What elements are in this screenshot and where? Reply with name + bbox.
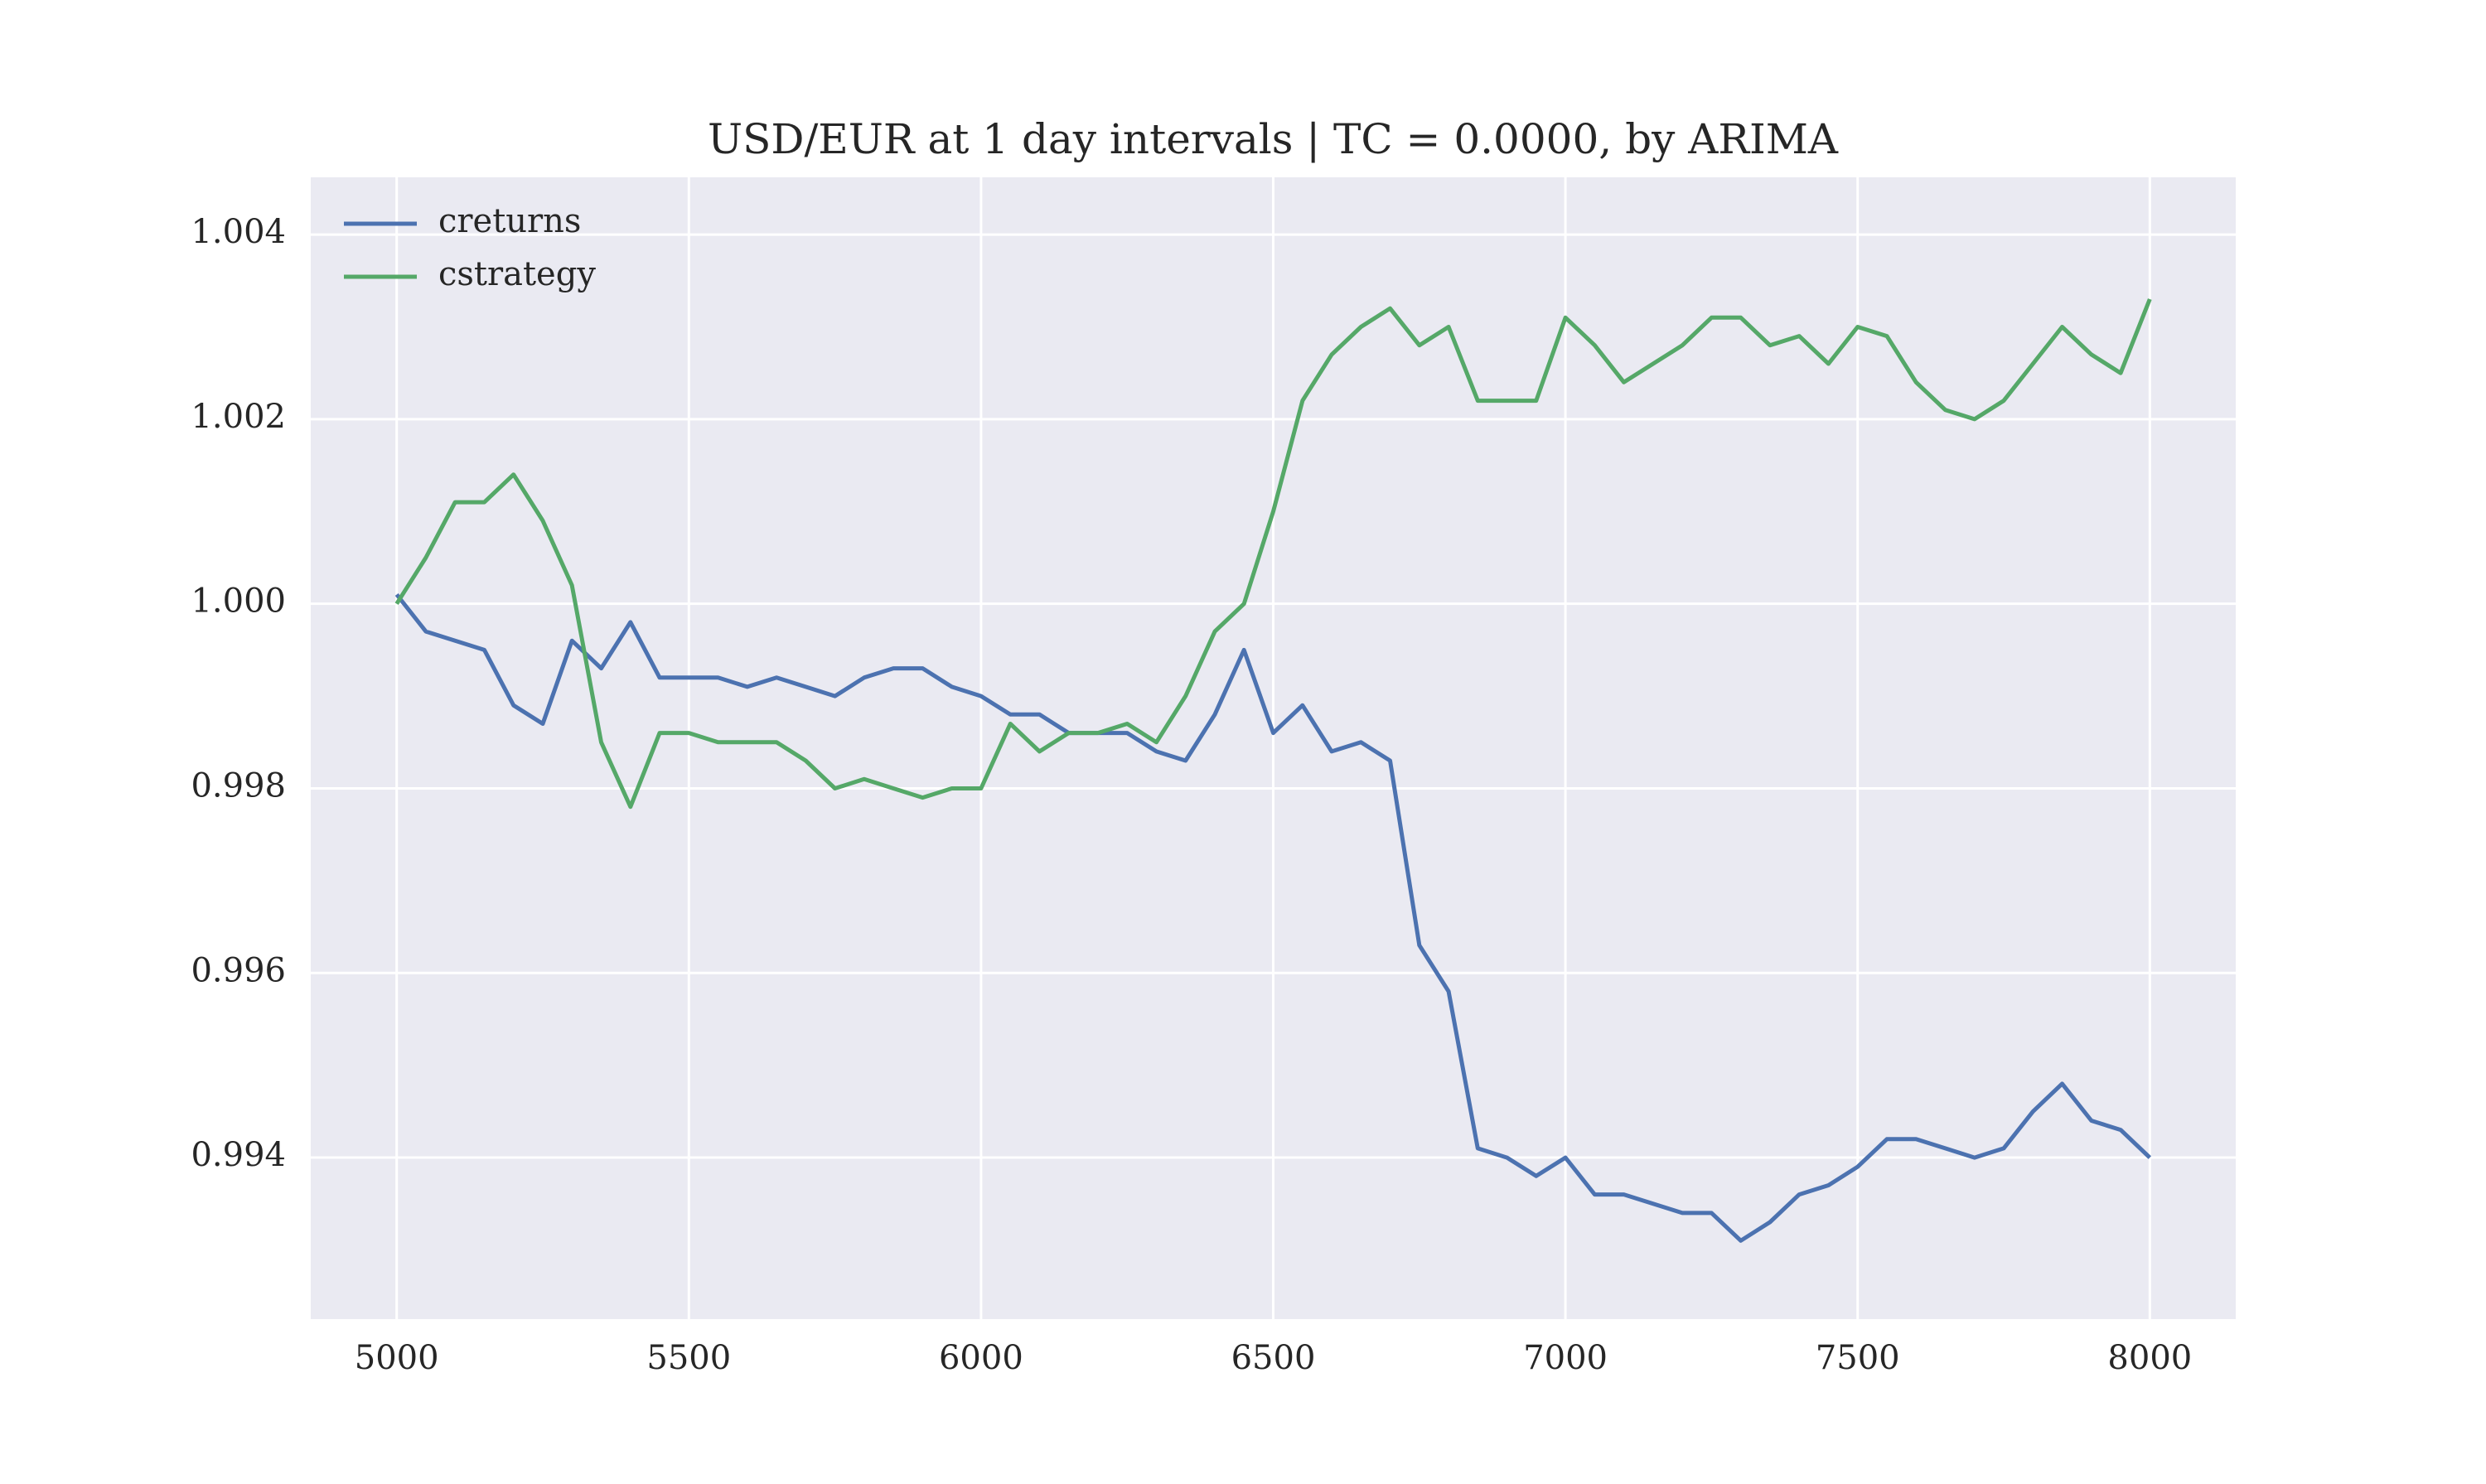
legend-label: cstrategy [438, 255, 596, 293]
y-tick-label: 0.998 [191, 766, 286, 805]
chart-title: USD/EUR at 1 day intervals | TC = 0.0000… [708, 115, 1839, 163]
y-tick-label: 0.994 [191, 1136, 286, 1174]
y-tick-label: 1.002 [191, 398, 286, 436]
y-tick-label: 0.996 [191, 951, 286, 989]
x-tick-label: 5500 [646, 1339, 731, 1377]
y-tick-label: 1.004 [191, 213, 286, 251]
x-tick-label: 6500 [1231, 1339, 1316, 1377]
x-tick-label: 5000 [355, 1339, 439, 1377]
x-tick-label: 8000 [2107, 1339, 2192, 1377]
x-tick-label: 7000 [1523, 1339, 1608, 1377]
x-tick-label: 7500 [1816, 1339, 1900, 1377]
y-tick-label: 1.000 [191, 582, 286, 621]
series-line [394, 592, 2152, 1243]
x-tick-label: 6000 [939, 1339, 1023, 1377]
series-line [394, 298, 2152, 810]
legend-label: creturns [438, 202, 581, 240]
